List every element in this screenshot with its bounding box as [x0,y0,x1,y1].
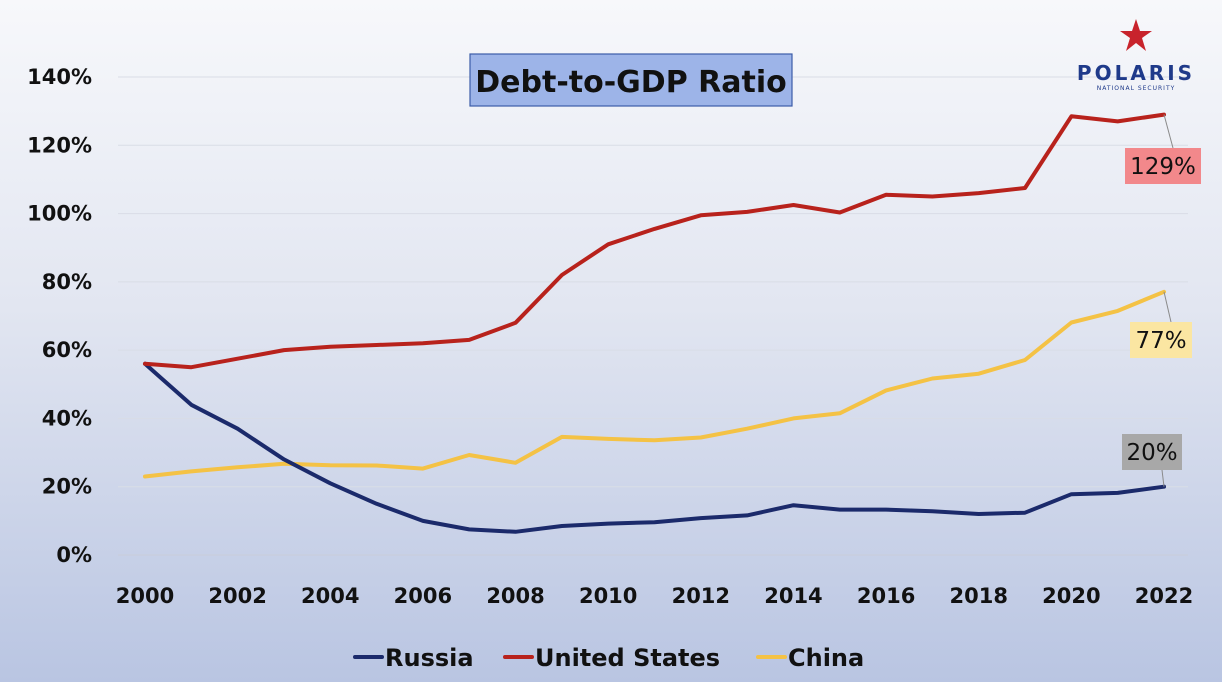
x-tick-label: 2014 [764,584,822,608]
series-line-russia [143,361,1166,534]
y-axis-ticks: 0% 20% 40% 60% 80% 100% 120% 140% [27,65,92,567]
x-tick-label: 2016 [857,584,915,608]
legend-label-united-states: United States [535,644,720,672]
y-tick-label: 100% [27,202,92,226]
x-tick-label: 2004 [301,584,359,608]
x-tick-label: 2002 [208,584,266,608]
leader-line-russia [1161,469,1165,487]
x-axis-ticks: 2000 2002 2004 2006 2008 2010 2012 2014 2016 2018… [116,584,1193,608]
x-tick-label: 2008 [486,584,544,608]
x-tick-label: 2000 [116,584,174,608]
x-tick-label: 2018 [950,584,1008,608]
y-tick-label: 140% [27,65,92,89]
data-label-box-china [1130,322,1192,358]
data-label-box-russia [1122,434,1182,470]
data-label-russia: 20% [1126,440,1177,466]
chart-title-text: Debt-to-GDP Ratio [475,65,786,100]
x-tick-label: 2006 [394,584,452,608]
gridlines [118,76,1188,556]
x-tick-label: 2012 [672,584,730,608]
y-tick-label: 80% [42,270,92,294]
legend-label-russia: Russia [385,644,474,672]
series-lines [143,112,1166,534]
polaris-logo: POLARIS NATIONAL SECURITY [1077,19,1195,92]
legend: Russia United States China [353,644,864,672]
logo-name: POLARIS [1077,61,1195,85]
y-tick-label: 40% [42,406,92,430]
x-tick-label: 2022 [1135,584,1193,608]
x-tick-label: 2010 [579,584,637,608]
series-line-united-states [143,112,1166,370]
data-labels: 129% 77% 20% [1122,114,1201,487]
logo-subtitle: NATIONAL SECURITY [1097,85,1176,92]
y-tick-label: 0% [56,543,92,567]
y-tick-label: 20% [42,475,92,499]
leader-line-united-states [1163,114,1174,149]
legend-label-china: China [788,644,864,672]
leader-line-china [1163,291,1172,323]
data-label-box-united-states [1125,148,1201,184]
star-icon [1120,19,1152,51]
series-line-china [143,289,1166,479]
data-label-china: 77% [1135,328,1186,354]
y-tick-label: 120% [27,133,92,157]
chart-title-box [469,53,793,107]
data-label-united-states: 129% [1130,154,1196,180]
chart-title: Debt-to-GDP Ratio [469,53,793,107]
x-tick-label: 2020 [1042,584,1100,608]
y-tick-label: 60% [42,338,92,362]
